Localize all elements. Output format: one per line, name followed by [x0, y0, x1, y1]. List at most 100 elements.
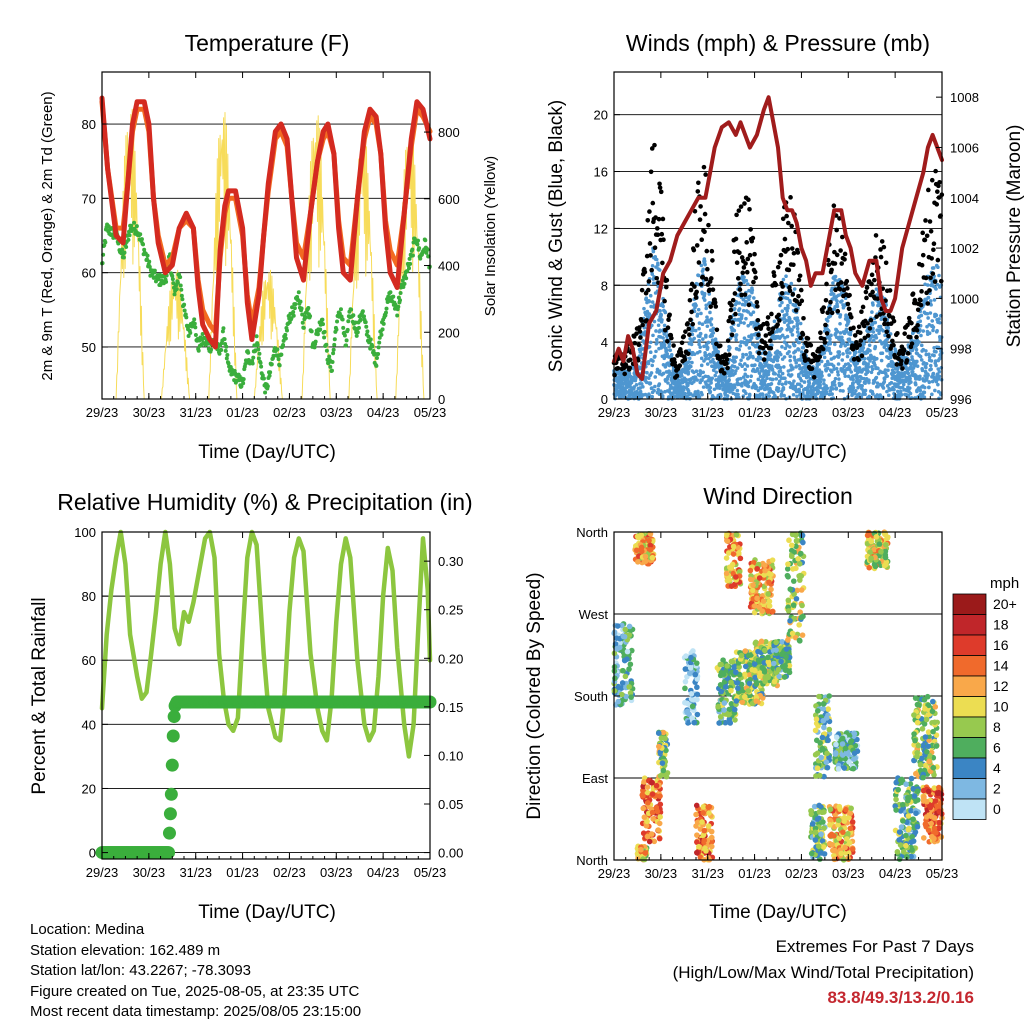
dewpoint-point	[360, 309, 365, 314]
wind-point	[669, 352, 674, 357]
x-tick-label: 02/23	[273, 405, 306, 420]
gust-point	[717, 343, 723, 349]
wind-point	[836, 362, 841, 366]
y2-tick-label: 0.20	[438, 651, 463, 666]
gust-point	[725, 365, 730, 371]
gust-point	[765, 322, 770, 327]
temperature-panel: Temperature (F) 29/23 30/23 31/23 01/23 02/2…	[39, 30, 499, 463]
wind-point	[906, 371, 911, 376]
gust-point	[687, 297, 693, 303]
dewpoint-point	[300, 312, 305, 317]
gust-point	[801, 315, 806, 321]
gust-point	[822, 340, 828, 345]
gust-point	[935, 257, 941, 263]
wind-point	[650, 272, 655, 276]
direction-point	[649, 791, 656, 797]
direction-point	[612, 675, 618, 682]
wind-point	[822, 355, 827, 360]
wind-point	[708, 359, 713, 364]
direction-point	[624, 648, 631, 655]
dewpoint-point	[142, 247, 147, 252]
dewpoint-point	[275, 347, 280, 352]
wind-point	[841, 389, 845, 393]
dewpoint-point	[368, 337, 373, 342]
direction-point	[684, 708, 691, 715]
gust-point	[771, 273, 777, 278]
dewpoint-point	[398, 290, 403, 295]
direction-point	[635, 559, 641, 565]
gust-point	[905, 351, 911, 356]
wind-point	[696, 307, 701, 312]
direction-point	[693, 811, 699, 818]
wind-point	[705, 362, 710, 366]
wind-point	[834, 386, 839, 390]
dewpoint-point	[122, 250, 127, 255]
wind-point	[741, 355, 745, 359]
wind-point	[845, 342, 850, 346]
x-tick-label: 05/23	[926, 405, 959, 420]
dewpoint-point	[193, 333, 198, 338]
gust-point	[805, 336, 811, 341]
wind-point	[746, 384, 751, 389]
gust-point	[667, 312, 672, 318]
gust-point	[762, 350, 768, 356]
wind-point	[937, 317, 941, 321]
direction-point	[614, 645, 620, 652]
wind-point	[730, 368, 735, 373]
wind-point	[937, 396, 941, 401]
gust-point	[828, 299, 833, 305]
dewpoint-point	[139, 237, 144, 242]
gust-point	[645, 287, 651, 293]
direction-point	[622, 673, 629, 680]
gust-point	[622, 371, 627, 377]
wind-point	[898, 389, 903, 394]
y-tick-label: 0	[601, 392, 608, 407]
dewpoint-point	[183, 312, 188, 317]
dewpoint-point	[127, 233, 132, 238]
direction-point	[692, 671, 699, 678]
dewpoint-point	[377, 335, 382, 340]
dewpoint-point	[255, 343, 260, 348]
wind-point	[780, 382, 785, 387]
wind-point	[732, 306, 737, 311]
wind-point	[886, 393, 891, 398]
wind-point	[836, 373, 840, 377]
dewpoint-point	[291, 313, 296, 318]
direction-point	[655, 730, 662, 736]
gust-point	[687, 332, 692, 337]
direction-point	[638, 548, 645, 555]
gust-point	[870, 289, 875, 295]
gust-point	[649, 267, 654, 273]
wind-point	[684, 378, 689, 382]
precip-point	[163, 807, 177, 821]
gust-point	[733, 236, 739, 242]
gust-point	[652, 142, 657, 148]
gust-point	[894, 362, 900, 367]
dewpoint-point	[225, 352, 230, 357]
gust-point	[746, 302, 752, 308]
wind-point	[738, 376, 743, 381]
wind-point	[654, 257, 659, 262]
dewpoint-point	[178, 275, 183, 280]
dewpoint-point	[193, 325, 198, 330]
wind-point	[853, 350, 858, 355]
direction-point	[626, 666, 632, 672]
gust-point	[724, 361, 729, 366]
wind-point	[697, 321, 702, 325]
wind-point	[749, 336, 754, 340]
wind-point	[937, 369, 942, 374]
gust-point	[768, 345, 774, 351]
direction-point	[619, 680, 626, 686]
wind-point	[819, 370, 824, 375]
gust-point	[738, 281, 743, 287]
wind-point	[681, 388, 686, 392]
dewpoint-point	[384, 306, 389, 311]
wind-point	[839, 382, 844, 386]
gust-point	[710, 258, 715, 263]
direction-point	[702, 845, 708, 852]
wind-point	[736, 323, 741, 328]
humidity-ylabel-left: Percent & Total Rainfall	[29, 597, 50, 794]
dewpoint-point	[381, 321, 386, 326]
wind-point	[820, 374, 824, 378]
